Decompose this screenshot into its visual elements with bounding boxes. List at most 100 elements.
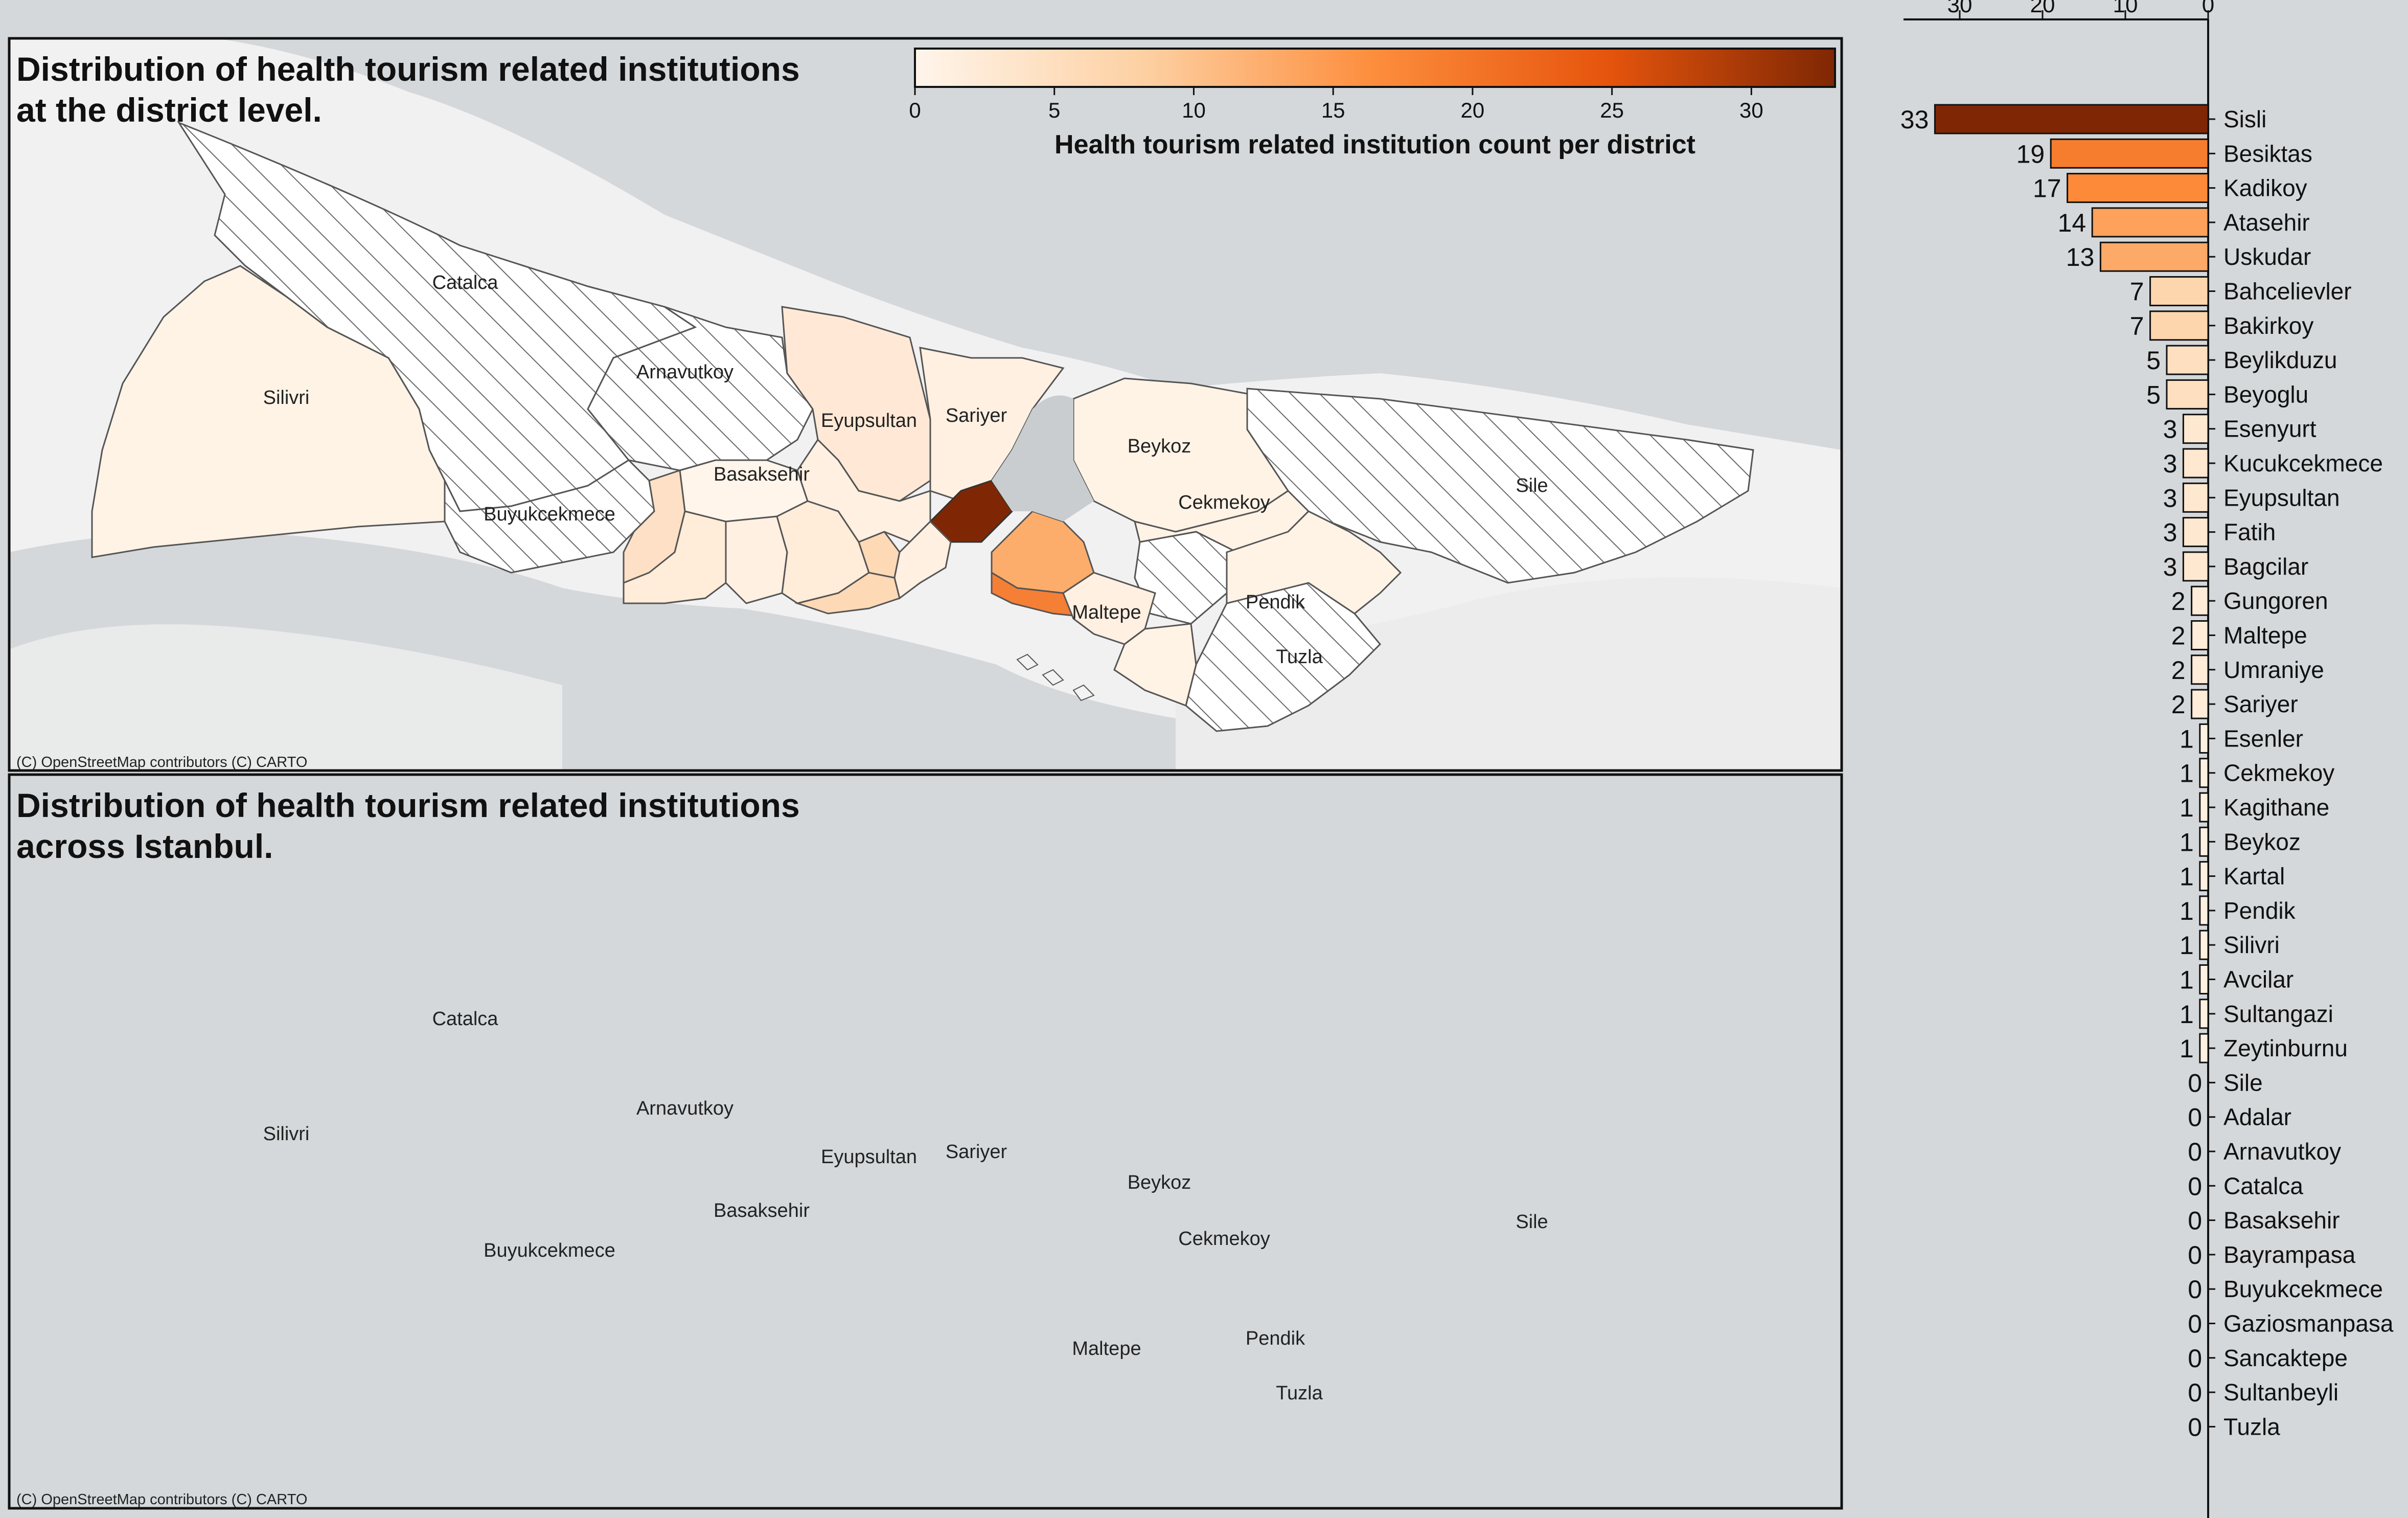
bar-value-label: 1 (2180, 863, 2194, 891)
bar-category-label: Gungoren (2223, 587, 2328, 614)
bar-category-label: Tuzla (2223, 1413, 2280, 1440)
bar-category-label: Avcilar (2223, 966, 2294, 993)
bar-value-label: 1 (2180, 1000, 2194, 1029)
bar-value-label: 0 (2188, 1310, 2202, 1339)
bar-avcilar (2199, 964, 2209, 994)
bar-category-label: Basaksehir (2223, 1207, 2340, 1234)
bar-category-label: Sultangazi (2223, 1001, 2333, 1027)
bar-category-label: Eyupsultan (2223, 484, 2340, 511)
bar-value-label: 7 (2130, 312, 2144, 341)
bar-category-label: Pendik (2223, 897, 2296, 924)
bar-category-label: Beyoglu (2223, 381, 2308, 407)
bar-category-label: Adalar (2223, 1104, 2291, 1130)
colorbar-tick-label: 5 (1048, 98, 1060, 122)
label-silivri: Silivri (263, 387, 310, 409)
bar-bakirkoy (2149, 310, 2209, 341)
bar-category-label: Silivri (2223, 932, 2280, 958)
bar-category-label: Bagcilar (2223, 553, 2308, 580)
district-kartal-area (1113, 623, 1197, 707)
bar-category-label: Kartal (2223, 863, 2285, 890)
bar-fatih (2182, 517, 2209, 548)
district-inner-west (796, 438, 931, 543)
basemap-land-southeast (1176, 577, 1842, 771)
bar-value-label: 0 (2188, 1103, 2202, 1132)
bar-kagithane (2199, 792, 2209, 823)
bar-value-label: 0 (2188, 1378, 2202, 1407)
bar-esenyurt (2182, 414, 2209, 444)
bar-value-label: 5 (2146, 346, 2161, 375)
bar-value-label: 2 (2171, 690, 2186, 719)
colorbar-tick-label: 0 (909, 98, 921, 122)
label-sile: Sile (1516, 475, 1548, 496)
district-count-bar-chart: 30 20 10 0 Sisli33Besiktas19Kadikoy17Ataseh… (1900, 0, 2394, 1518)
colorbar-tick-label: 25 (1600, 98, 1624, 122)
label-basaksehir-b: Basaksehir (714, 1200, 810, 1221)
bar-category-label: Sariyer (2223, 691, 2298, 717)
label-cekmekoy-b: Cekmekoy (1178, 1228, 1270, 1250)
top-map-attribution: (C) OpenStreetMap contributors (C) CARTO (16, 754, 307, 771)
label-eyupsultan-b: Eyupsultan (821, 1146, 917, 1168)
bar-kartal (2199, 861, 2209, 892)
label-sariyer-b: Sariyer (946, 1141, 1007, 1163)
bar-value-label: 0 (2188, 1275, 2202, 1304)
district-labels-top: Catalca Silivri Arnavutkoy Eyupsultan Sa… (263, 272, 1548, 668)
bar-value-label: 17 (2033, 174, 2061, 203)
bar-value-label: 1 (2180, 828, 2194, 856)
colorbar-ticks: 0 5 10 15 20 25 30 (909, 87, 1763, 122)
colorbar-gradient (914, 48, 1836, 88)
label-cekmekoy: Cekmekoy (1178, 492, 1270, 513)
district-choropleth-map: Catalca Silivri Arnavutkoy Eyupsultan Sa… (8, 37, 1843, 772)
bar-uskudar (2099, 241, 2209, 272)
bar-category-label: Esenler (2223, 725, 2303, 752)
bar-value-label: 13 (2066, 243, 2095, 271)
bar-value-label: 3 (2163, 449, 2177, 478)
bar-silivri (2199, 930, 2209, 960)
label-pendik: Pendik (1246, 592, 1305, 613)
label-basaksehir: Basaksehir (714, 464, 810, 485)
bar-category-label: Uskudar (2223, 243, 2311, 270)
bar-x-tick-label: 10 (2113, 0, 2138, 17)
bar-pendik (2199, 895, 2209, 926)
bar-atasehir (2091, 207, 2209, 238)
bottom-map-title-line1: Distribution of health tourism related i… (16, 786, 800, 824)
colorbar: 0 5 10 15 20 25 30 Health tourism related inst… (909, 48, 1836, 160)
label-catalca-b: Catalca (432, 1008, 499, 1030)
bar-category-label: Sultanbeyli (2223, 1379, 2338, 1406)
map-top-frame (8, 37, 1843, 772)
bar-value-label: 2 (2171, 656, 2186, 685)
district-adalar (1016, 653, 1095, 701)
bar-category-label: Gaziosmanpasa (2223, 1310, 2394, 1337)
bar-category-label: Bayrampasa (2223, 1241, 2356, 1268)
bar-bagcilar (2182, 551, 2209, 582)
bar-x-tick-label: 0 (2202, 0, 2214, 17)
colorbar-tick-label: 15 (1321, 98, 1345, 122)
bar-category-label: Atasehir (2223, 209, 2310, 236)
bar-value-label: 3 (2163, 553, 2177, 581)
bar-value-label: 2 (2171, 587, 2186, 616)
bar-category-label: Buyukcekmece (2223, 1276, 2383, 1302)
bar-kadikoy (2067, 173, 2209, 203)
bar-cekmekoy (2199, 758, 2209, 788)
bar-beylikduzu (2166, 345, 2209, 375)
label-buyukcekmece-b: Buyukcekmece (484, 1240, 615, 1261)
bar-x-tick-label: 20 (2030, 0, 2055, 17)
bar-value-label: 2 (2171, 622, 2186, 650)
label-tuzla-b: Tuzla (1276, 1383, 1323, 1404)
bar-category-label: Sile (2223, 1069, 2263, 1096)
bar-x-tick-label: 30 (1947, 0, 1973, 17)
bar-value-label: 0 (2188, 1207, 2202, 1235)
top-map-title-line2: at the district level. (16, 91, 322, 129)
bar-besiktas (2050, 138, 2209, 169)
colorbar-tick-label: 30 (1739, 98, 1763, 122)
bar-esenler (2199, 723, 2209, 754)
colorbar-tick-label: 20 (1461, 98, 1485, 122)
bottom-map-title-line2: across Istanbul. (16, 827, 273, 865)
bar-category-label: Arnavutkoy (2223, 1138, 2341, 1165)
bar-kucukcekmece (2182, 448, 2209, 479)
bar-category-label: Besiktas (2223, 140, 2312, 167)
bar-value-label: 0 (2188, 1138, 2202, 1166)
bar-category-label: Bakirkoy (2223, 312, 2313, 339)
institution-locations-map: Catalca Silivri Arnavutkoy Eyupsultan Sa… (8, 773, 1843, 1510)
bar-value-label: 1 (2180, 966, 2194, 994)
